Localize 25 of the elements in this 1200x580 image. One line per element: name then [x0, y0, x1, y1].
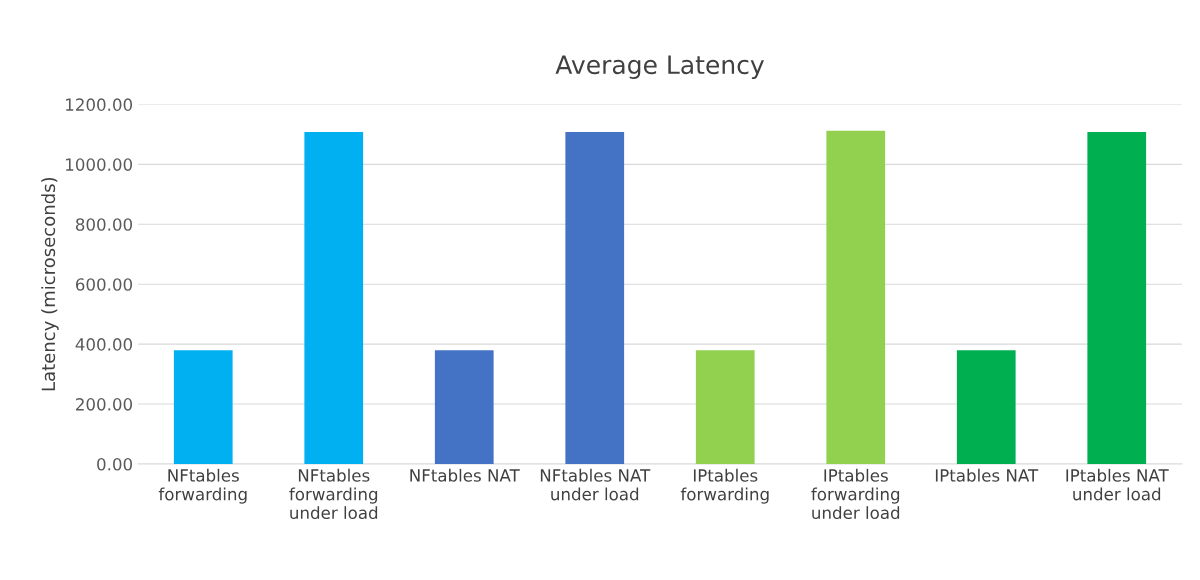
- x-tick-label: NFtables forwarding: [158, 468, 247, 504]
- y-tick-label: 600.00: [75, 278, 133, 291]
- y-tick-label: 200.00: [76, 398, 133, 411]
- x-tick-label: IPtables forwarding: [680, 468, 769, 504]
- x-tick-label: IPtables NAT under load: [1066, 468, 1169, 501]
- chart-title: Average Latency: [555, 55, 764, 80]
- y-axis-title: Latency (microseconds): [41, 177, 59, 391]
- y-tick-label: 400.00: [75, 338, 133, 351]
- bar: [695, 350, 755, 464]
- y-tick-label: 1200.00: [66, 98, 133, 111]
- x-tick-label: NFtables forwarding under load: [289, 468, 378, 520]
- bar: [173, 350, 233, 464]
- y-tick-label: 1000.00: [66, 158, 133, 171]
- x-tick-label: IPtables NAT: [935, 468, 1039, 482]
- bar: [956, 350, 1016, 464]
- bar: [1087, 131, 1147, 464]
- x-tick-label: NFtables NAT under load: [540, 468, 651, 501]
- bar: [826, 130, 886, 464]
- y-tick-label: 800.00: [75, 218, 133, 231]
- x-tick-label: NFtables NAT: [410, 468, 520, 482]
- bar: [434, 350, 494, 464]
- x-tick-label: IPtables forwarding under load: [811, 468, 900, 520]
- y-tick-label: 0.00: [97, 457, 133, 471]
- bar: [304, 131, 364, 464]
- bar: [565, 131, 625, 464]
